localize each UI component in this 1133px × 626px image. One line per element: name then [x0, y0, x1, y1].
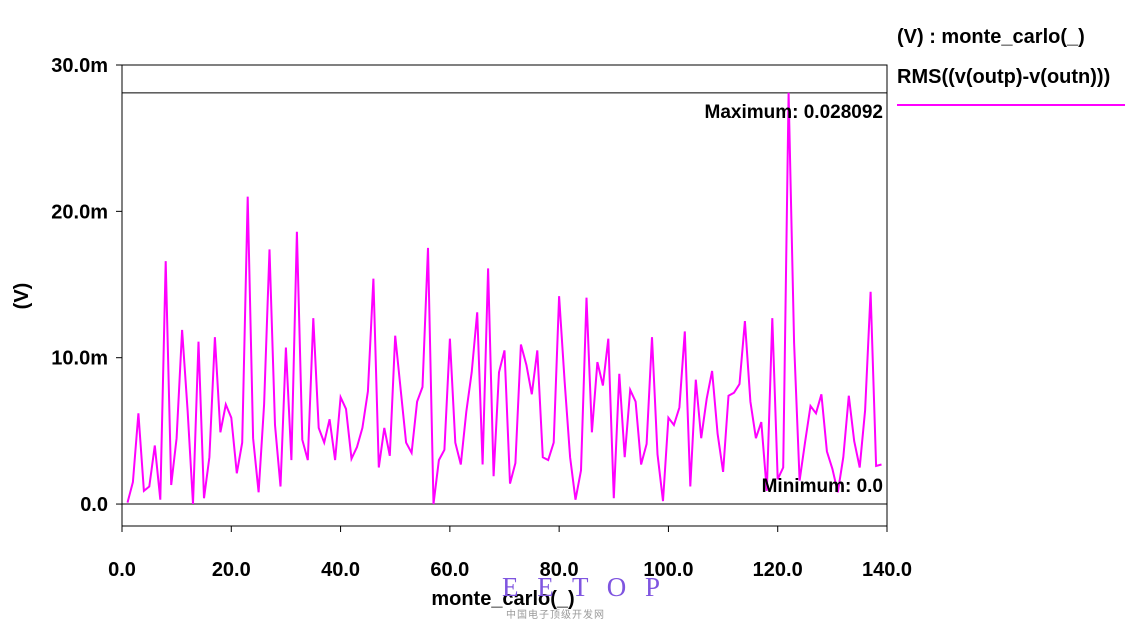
maximum-label: Maximum: 0.028092 [705, 102, 884, 123]
y-tick-label: 10.0m [51, 348, 108, 370]
plot-frame [121, 64, 888, 527]
legend-series-swatch [897, 104, 1125, 106]
y-tick-label: 20.0m [51, 201, 108, 223]
legend-header: (V) : monte_carlo(_) [897, 26, 1085, 48]
watermark-logo: E E T O P [502, 572, 667, 602]
y-tick-label: 0.0 [80, 494, 108, 516]
series-line-0 [126, 92, 882, 505]
minimum-label: Minimum: 0.0 [762, 476, 883, 497]
x-tick-label: 20.0 [212, 559, 251, 581]
x-tick-label: 60.0 [430, 559, 469, 581]
watermark-subtext: 中国电子顶级开发网 [506, 610, 605, 621]
y-axis-title: (V) [11, 283, 33, 310]
x-axis-title: monte_carlo(_) [431, 588, 574, 610]
x-tick-label: 140.0 [862, 559, 912, 581]
x-tick-label: 40.0 [321, 559, 360, 581]
x-tick-label: 80.0 [540, 559, 579, 581]
y-tick-label: 30.0m [51, 55, 108, 77]
x-tick-label: 100.0 [643, 559, 693, 581]
legend-series-label[interactable]: RMS((v(outp)-v(outn))) [897, 66, 1111, 88]
x-tick-label: 120.0 [753, 559, 803, 581]
x-tick-label: 0.0 [108, 559, 136, 581]
